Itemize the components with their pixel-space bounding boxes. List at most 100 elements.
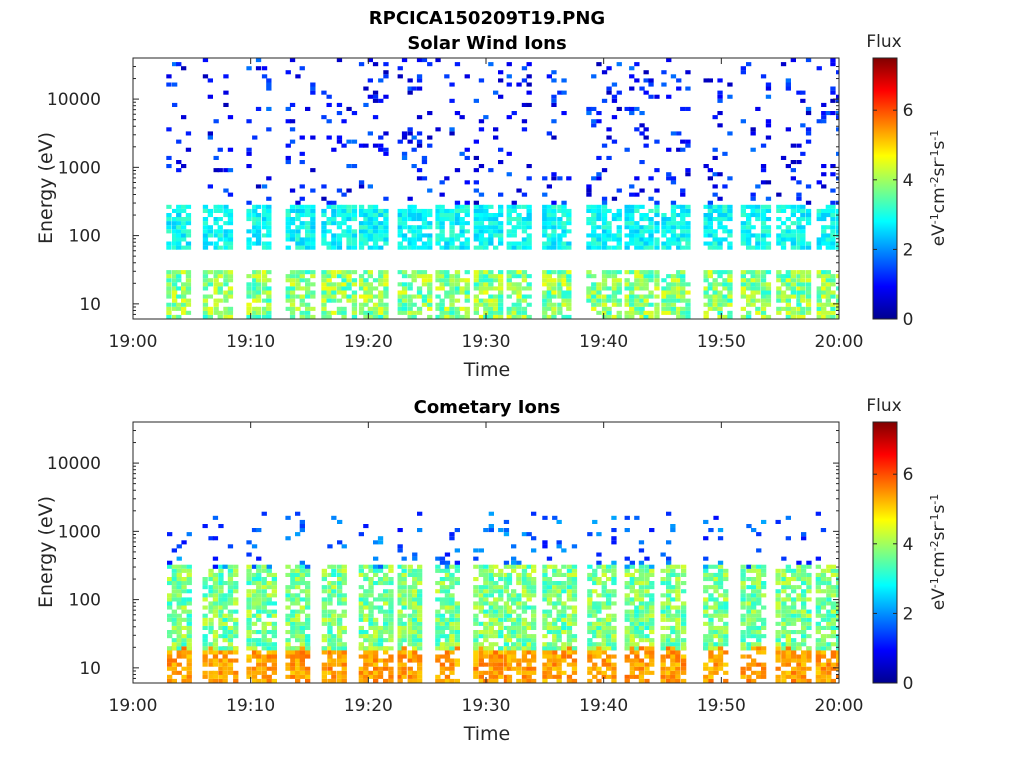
heatmap-cell — [756, 670, 762, 675]
heatmap-cell — [666, 176, 672, 181]
y-tick-label: 100 — [69, 227, 101, 247]
heatmap-cell — [401, 568, 407, 573]
heatmap-cell — [531, 568, 537, 573]
heatmap-cell — [775, 646, 781, 651]
heatmap-cell — [377, 540, 384, 545]
heatmap-cell — [666, 298, 672, 303]
heatmap-cell — [526, 577, 532, 582]
heatmap-cell — [551, 102, 557, 107]
heatmap-cell — [383, 225, 389, 230]
heatmap-cell — [796, 180, 802, 185]
heatmap-cell — [421, 160, 428, 165]
heatmap-cell — [746, 568, 752, 573]
heatmap-cell — [790, 270, 796, 275]
heatmap-cell — [261, 589, 267, 594]
heatmap-cell — [606, 601, 612, 606]
heatmap-cell — [251, 642, 258, 647]
heatmap-cell — [601, 200, 608, 205]
heatmap-cell — [331, 670, 337, 675]
heatmap-cell — [358, 532, 364, 537]
heatmap-cell — [760, 310, 767, 315]
heatmap-cell — [571, 613, 578, 618]
heatmap-cell — [261, 630, 267, 635]
heatmap-cell — [649, 585, 655, 590]
heatmap-cell — [493, 597, 499, 602]
heatmap-cell — [746, 597, 752, 602]
heatmap-cell — [780, 208, 787, 213]
heatmap-cell — [464, 282, 470, 287]
heatmap-cell — [713, 601, 719, 606]
heatmap-cell — [805, 213, 812, 218]
heatmap-cell — [172, 286, 178, 291]
heatmap-cell — [295, 609, 301, 614]
heatmap-cell — [218, 625, 224, 630]
heatmap-cell — [790, 160, 796, 165]
heatmap-cell — [760, 143, 767, 148]
heatmap-cell — [712, 282, 718, 287]
heatmap-cell — [411, 135, 417, 140]
heatmap-cell — [511, 282, 517, 287]
heatmap-cell — [305, 225, 311, 230]
heatmap-cell — [740, 270, 746, 275]
heatmap-cell — [271, 593, 277, 598]
heatmap-cell — [337, 568, 343, 573]
heatmap-cell — [416, 229, 423, 234]
heatmap-cell — [511, 650, 517, 655]
heatmap-cell — [336, 111, 343, 116]
heatmap-cell — [551, 233, 557, 238]
heatmap-cell — [531, 613, 537, 618]
heatmap-cell — [675, 650, 681, 655]
heatmap-cell — [383, 581, 389, 586]
heatmap-cell — [417, 609, 423, 614]
heatmap-cell — [825, 302, 831, 307]
heatmap-cell — [331, 609, 337, 614]
heatmap-cell — [740, 221, 746, 226]
heatmap-cell — [776, 225, 782, 230]
heatmap-cell — [255, 241, 262, 246]
heatmap-cell — [634, 298, 640, 303]
heatmap-cell — [218, 658, 224, 663]
heatmap-cell — [295, 225, 301, 230]
heatmap-cell — [666, 613, 672, 618]
heatmap-cell — [321, 597, 327, 602]
heatmap-cell — [246, 241, 252, 246]
heatmap-cell — [708, 613, 714, 618]
heatmap-cell — [556, 638, 562, 643]
heatmap-cell — [299, 674, 305, 679]
heatmap-cell — [503, 601, 510, 606]
heatmap-cell — [383, 650, 389, 655]
heatmap-cell — [439, 634, 446, 639]
heatmap-cell — [601, 605, 607, 610]
heatmap-cell — [511, 609, 517, 614]
heatmap-cell — [261, 638, 267, 643]
heatmap-cell — [526, 621, 532, 626]
heatmap-cell — [172, 314, 178, 319]
heatmap-cell — [648, 245, 654, 250]
heatmap-cell — [261, 290, 268, 295]
heatmap-cell — [378, 270, 384, 275]
heatmap-cell — [444, 621, 451, 626]
heatmap-cell — [750, 192, 756, 197]
heatmap-cell — [222, 630, 228, 635]
heatmap-cell — [526, 176, 532, 181]
heatmap-cell — [401, 581, 407, 586]
heatmap-cell — [634, 674, 640, 679]
heatmap-cell — [407, 208, 413, 213]
heatmap-cell — [526, 245, 532, 250]
heatmap-cell — [765, 204, 772, 209]
heatmap-cell — [551, 94, 557, 99]
heatmap-cell — [561, 294, 567, 299]
heatmap-cell — [483, 213, 489, 218]
heatmap-cell — [666, 560, 672, 565]
heatmap-cell — [454, 568, 460, 573]
heatmap-cell — [561, 282, 567, 287]
heatmap-cell — [246, 237, 252, 242]
heatmap-cell — [648, 233, 654, 238]
heatmap-cell — [638, 609, 645, 614]
heatmap-cell — [511, 245, 517, 250]
heatmap-cell — [397, 646, 403, 651]
heatmap-cell — [397, 225, 403, 230]
heatmap-cell — [372, 217, 379, 222]
heatmap-cell — [171, 662, 177, 667]
heatmap-cell — [750, 290, 756, 295]
